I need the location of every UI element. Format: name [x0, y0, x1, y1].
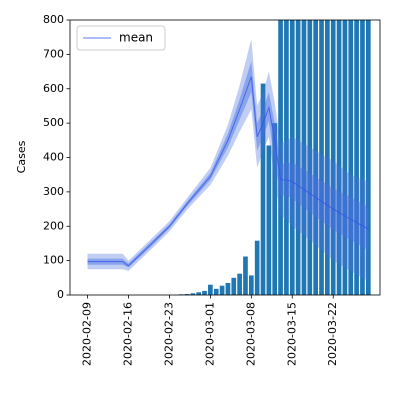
bar: [202, 290, 207, 295]
y-axis-label: Cases: [15, 140, 28, 173]
bar: [225, 282, 231, 295]
bar: [278, 20, 283, 295]
legend-label: mean: [119, 31, 153, 45]
bar: [307, 20, 313, 295]
bar: [231, 277, 237, 295]
y-tick-label: 800: [43, 13, 64, 26]
confidence-band: [87, 38, 369, 282]
bar: [313, 20, 318, 295]
bar: [219, 285, 225, 295]
bar: [266, 145, 272, 295]
x-tick-label: 2020-03-15: [285, 302, 298, 366]
bar: [243, 256, 248, 295]
y-tick-label: 400: [43, 151, 64, 164]
bar: [342, 20, 348, 295]
y-tick-label: 200: [43, 219, 64, 232]
x-tick-label: 2020-03-22: [326, 302, 339, 366]
y-tick-label: 700: [43, 47, 64, 60]
bar: [325, 20, 330, 295]
y-tick-label: 0: [57, 288, 64, 301]
y-tick-label: 600: [43, 82, 64, 95]
bar: [319, 20, 324, 295]
bar: [295, 20, 301, 295]
bar: [365, 20, 371, 295]
bar: [254, 240, 260, 295]
x-tick-label: 2020-02-09: [81, 302, 94, 366]
bar: [213, 288, 219, 295]
bar: [360, 20, 365, 295]
bar: [196, 292, 202, 295]
bar: [336, 20, 342, 295]
legend-box: [76, 25, 166, 51]
bar: [289, 20, 295, 295]
plot-area: [87, 20, 371, 295]
y-tick-label: 500: [43, 116, 64, 129]
bar: [348, 20, 354, 295]
bar: [184, 293, 190, 295]
bar: [190, 293, 196, 295]
x-tick-label: 2020-02-16: [121, 302, 134, 366]
bar: [272, 123, 278, 295]
x-tick-label: 2020-03-01: [203, 302, 216, 366]
bar: [260, 83, 266, 295]
x-tick-label: 2020-02-23: [162, 302, 175, 366]
mean-line: [87, 76, 369, 267]
bar: [237, 273, 242, 295]
y-tick-label: 100: [43, 254, 64, 267]
bar: [330, 20, 336, 295]
bar: [208, 284, 213, 295]
x-tick-label: 2020-03-08: [244, 302, 257, 366]
y-tick-label: 300: [43, 185, 64, 198]
bar: [284, 20, 289, 295]
bar: [301, 20, 307, 295]
bar: [248, 275, 254, 295]
bar: [354, 20, 359, 295]
